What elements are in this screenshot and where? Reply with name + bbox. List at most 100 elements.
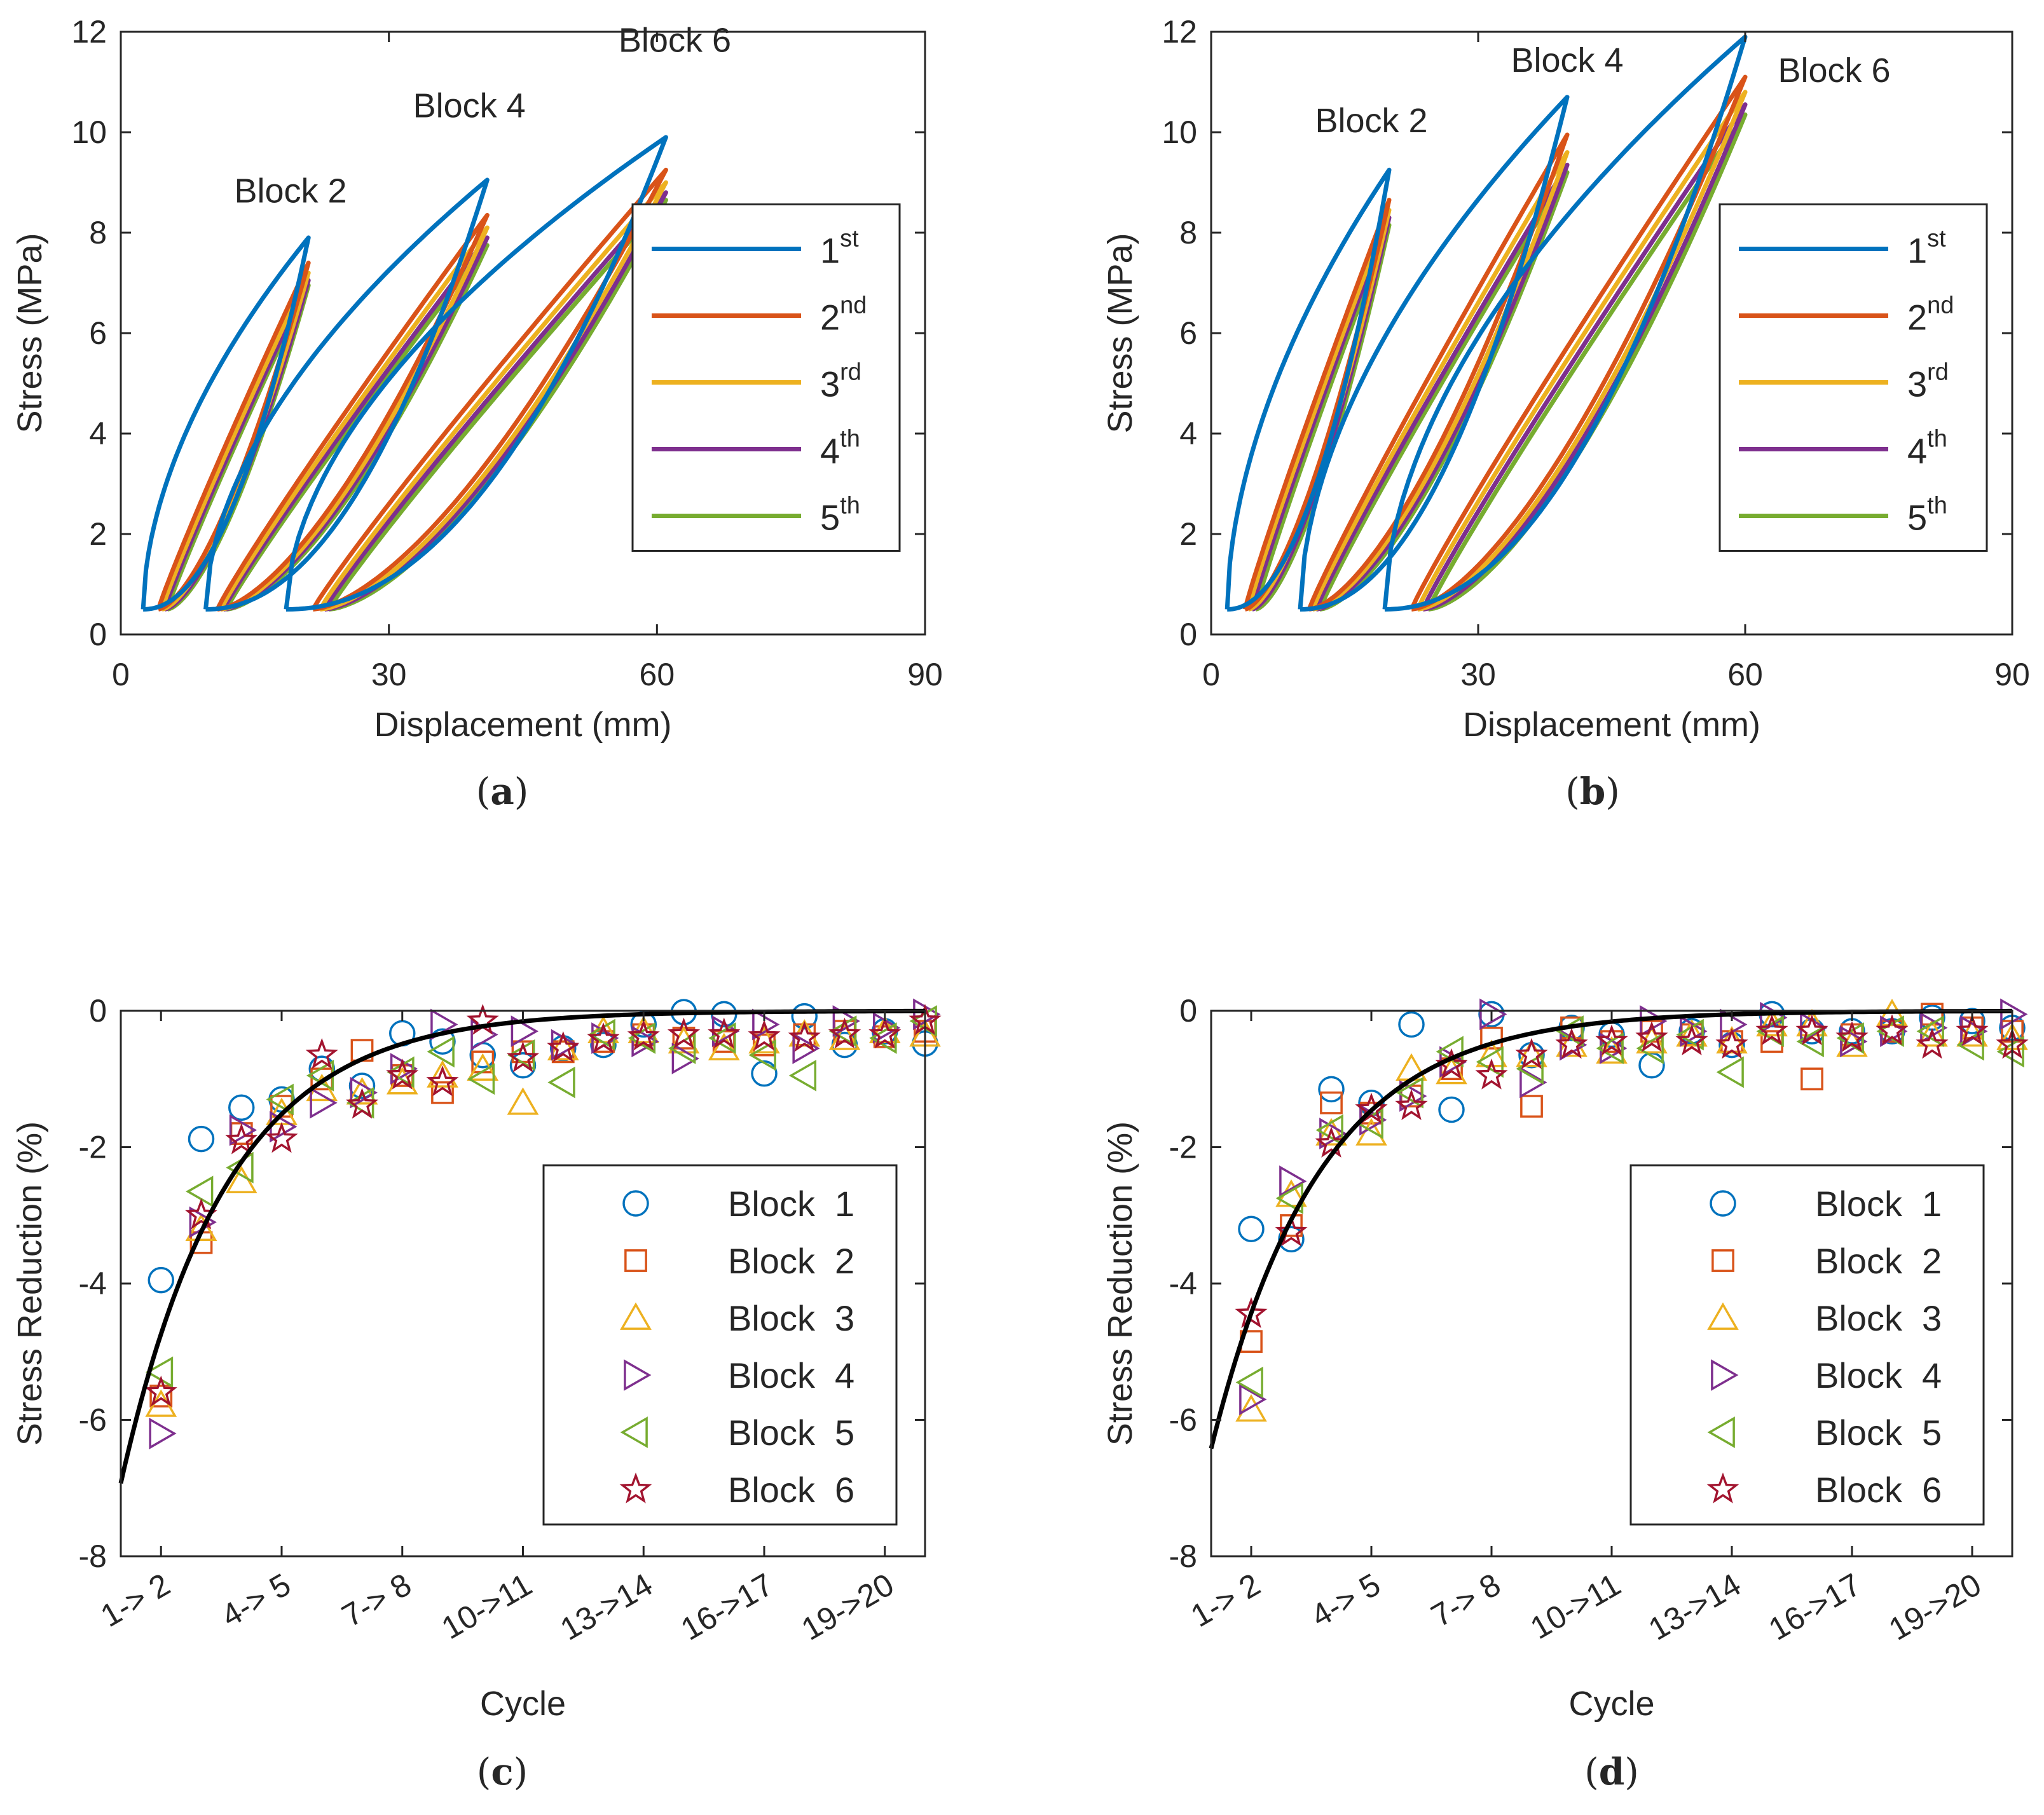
series-points [1235,1014,2029,1328]
marker-triangle-up [185,1213,217,1242]
legend-label: 3rd [1907,359,1949,404]
x-axis-label: Cycle [1568,1685,1654,1723]
y-tick-label: -6 [79,1402,107,1438]
marker-triangle-left [748,1039,776,1071]
x-tick-label: 13->14 [554,1566,659,1647]
x-axis-label: Cycle [480,1685,566,1723]
legend-label-base: 1 [1907,231,1927,271]
y-tick-label: -4 [1169,1266,1197,1301]
marker-star [265,1121,298,1153]
legend-label: 5th [820,493,860,538]
loop-cycle-2 [156,260,311,612]
marker-triangle-right [1840,1025,1868,1058]
marker-triangle-up [507,1087,539,1115]
marker-circle [1398,1011,1425,1038]
marker-circle [1438,1096,1465,1123]
marker-star [1395,1089,1428,1120]
legend-box [631,203,901,552]
marker-star [547,1031,580,1062]
panel-c: 1-> 2 4-> 5 7-> 8 10->11 13->14 16->17 19->20 -… [11,993,942,1793]
marker-triangle-left [1996,1036,2024,1068]
loop-cycle-2 [215,212,490,612]
legend-label: Block 1 [728,1184,854,1224]
loop-cycle-2 [311,167,668,612]
marker-star [788,1021,821,1052]
marker-star [1916,1027,1949,1059]
legend-label: 3rd [820,359,861,404]
marker-star [627,1019,660,1051]
annotation-label: Block 2 [1315,102,1427,140]
legend-label: Block 6 [728,1470,854,1510]
loop-cycle-4 [1314,162,1570,612]
marker-star [587,1022,620,1053]
marker-circle [1959,1008,1986,1034]
x-tick-label: 60 [1727,657,1763,692]
marker-triangle-up [1315,1118,1347,1146]
marker-triangle-left [708,1022,736,1054]
marker-star [1755,1014,1788,1045]
marker-triangle-up [1516,1039,1547,1067]
legend-label-sup: nd [840,292,867,319]
points-d [1235,998,2029,1422]
marker-triangle-left [620,1416,648,1448]
x-tick-label: 4-> 5 [216,1566,297,1634]
marker-triangle-up [1235,1394,1267,1422]
legend-label: Block 5 [728,1413,854,1453]
caption-close: ) [1624,1750,1639,1793]
loop-cycle-5 [1317,170,1570,612]
marker-star [1475,1058,1508,1090]
marker-triangle-right [511,1015,538,1048]
legend-label-sup: rd [840,359,861,386]
x-axis-label: Displacement (mm) [374,706,671,744]
y-tick-label: 12 [71,14,107,50]
x-tick-label: 10->11 [1525,1566,1627,1646]
legend-label: Block 4 [1815,1355,1942,1395]
marker-triangle-right [1279,1165,1307,1198]
marker-triangle-left [1556,1015,1584,1048]
marker-triangle-up [620,1302,652,1330]
marker-triangle-up [828,1022,861,1050]
marker-triangle-up [708,1032,740,1060]
legend-label-sup: rd [1927,359,1949,386]
series-points [144,1004,942,1407]
x-tick-label: 4-> 5 [1305,1566,1387,1634]
marker-star [748,1019,781,1051]
legend-d: Block 1 Block 2 Block 3 Block 4 Block 5 Block… [1629,1164,1985,1526]
y-axis-label: Stress Reduction (%) [11,1121,49,1446]
marker-star [1956,1014,1989,1045]
marker-triangle-up [1756,1008,1788,1037]
marker-triangle-left [1396,1076,1423,1109]
marker-star [1555,1027,1588,1059]
loop-cycle-4 [322,190,668,612]
marker-triangle-right [671,1043,699,1074]
marker-circle [509,1052,537,1079]
marker-triangle-left [547,1066,575,1099]
marker-star [225,1123,258,1154]
x-tick-label: 1-> 2 [1185,1566,1266,1634]
y-tick-label: 0 [1179,993,1197,1029]
marker-circle [429,1028,456,1055]
marker-circle [1238,1216,1265,1242]
loop-cycle-1 [1382,34,1748,612]
marker-triangle-up [1476,1039,1507,1067]
marker-circle [590,1031,617,1058]
loop-cycle-3 [1415,90,1748,612]
marker-triangle-right [310,1086,338,1119]
y-tick-label: 0 [1179,617,1197,652]
y-tick-label: -6 [1169,1402,1197,1438]
loop-cycle-3 [219,225,490,612]
legend-label: 5th [1907,493,1947,538]
y-tick-label: 4 [1179,416,1197,451]
marker-triangle-left [266,1083,294,1116]
marker-triangle-right [624,1359,652,1391]
legend-label-base: 2 [1907,298,1927,338]
y-tick-label: -2 [79,1130,107,1165]
marker-star [386,1058,419,1090]
x-tick-label: 10->11 [436,1566,538,1646]
legend-label-sup: nd [1927,292,1954,319]
legend-label-sup: th [840,493,860,519]
y-tick-label: 2 [89,516,107,552]
